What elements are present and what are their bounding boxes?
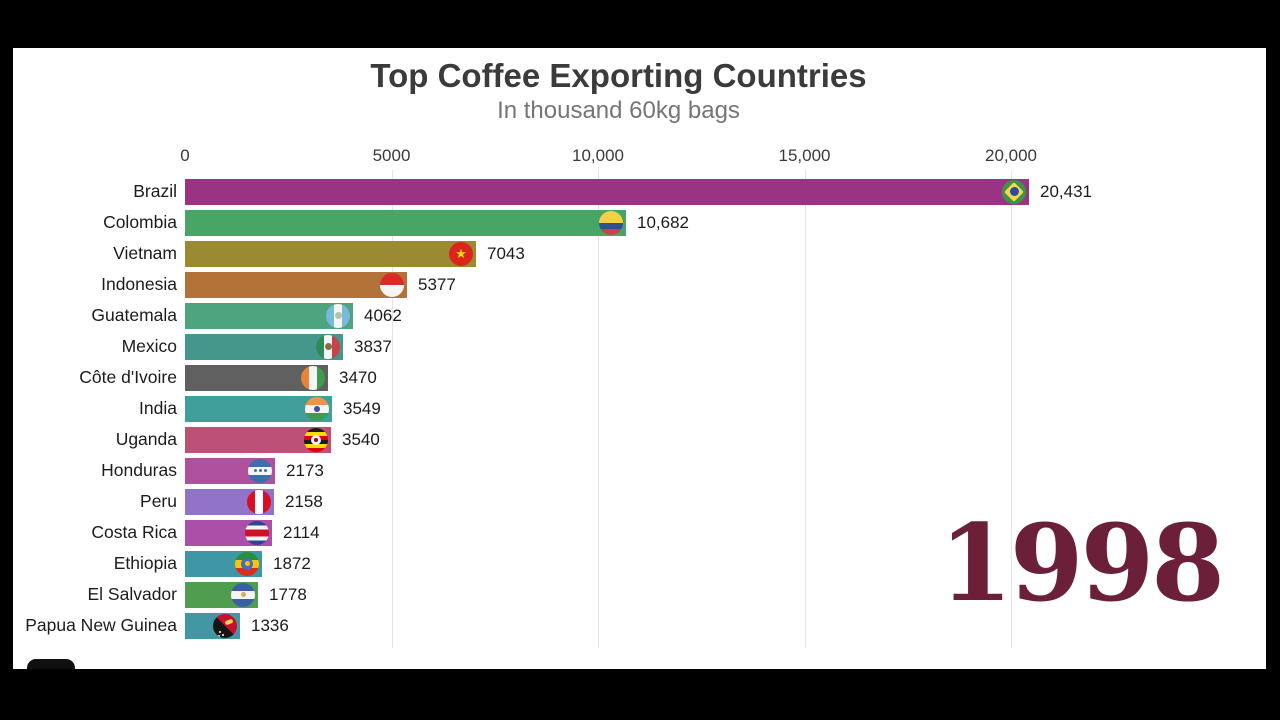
country-label: Mexico [121,336,177,356]
country-label: Peru [140,491,177,511]
chart-subtitle: In thousand 60kg bags [497,97,740,124]
country-label: El Salvador [87,584,178,604]
country-label: Guatemala [91,305,177,325]
bar [185,550,262,577]
bar [185,271,407,298]
brazil-flag-icon [1002,179,1026,204]
value-label: 3549 [343,399,381,418]
watermark-corner [27,659,75,669]
bar-row: Guatemala 4062 [13,300,1266,331]
country-label: Uganda [115,429,177,449]
bar-row: Brazil 20,431 [13,176,1266,207]
gridline [391,170,393,648]
bar [185,581,258,608]
country-label: Côte d'Ivoire [79,367,177,387]
bar [185,209,626,236]
value-label: 2173 [286,461,324,480]
honduras-flag-icon [248,458,272,483]
value-label: 3540 [342,430,380,449]
value-label: 5377 [418,275,456,294]
bar [185,488,274,515]
country-label: Indonesia [101,274,177,294]
country-label: Papua New Guinea [25,615,177,635]
country-label: India [139,398,177,418]
bar [185,302,353,329]
indonesia-flag-icon [380,272,404,297]
country-label: Vietnam [113,243,177,263]
guatemala-flag-icon [326,303,350,328]
value-label: 3837 [354,337,392,356]
chart-title: Top Coffee Exporting Countries [370,57,867,94]
value-label: 2114 [283,523,320,542]
country-label: Costa Rica [91,522,177,542]
x-axis-tick-label: 15,000 [778,146,831,165]
bar [185,333,343,360]
bar-row: El Salvador 1778 [13,579,1266,610]
value-label: 20,431 [1040,182,1092,201]
colombia-flag-icon [599,210,623,235]
peru-flag-icon [247,489,271,514]
country-label: Honduras [101,460,177,480]
bar [185,426,331,453]
value-label: 1778 [269,585,307,604]
bar [185,364,328,391]
bar-row: Vietnam 7043 [13,238,1266,269]
value-label: 1336 [251,616,289,635]
el-salvador-flag-icon [231,582,255,607]
bar [185,178,1029,205]
x-axis-tick-label: 0 [180,146,190,165]
bar-row: Costa Rica 2114 [13,517,1266,548]
ethiopia-flag-icon [235,551,259,576]
vietnam-flag-icon [449,241,473,266]
bar-row: Uganda 3540 [13,424,1266,455]
papua-new-guinea-flag-icon [213,613,237,638]
cote-divoire-flag-icon [301,365,325,390]
year-label: 1998 [938,500,1225,625]
x-axis-tick-label: 10,000 [572,146,624,165]
bar-row: Côte d'Ivoire 3470 [13,362,1266,393]
bar-row: Honduras 2173 [13,455,1266,486]
country-label: Ethiopia [113,553,177,573]
bar [185,519,272,546]
value-label: 1872 [273,554,311,573]
x-axis-tick-label: 20,000 [985,146,1037,165]
bar [185,457,275,484]
gridline [1011,170,1012,648]
bar-row: India 3549 [13,393,1266,424]
bar-row: Ethiopia 1872 [13,548,1266,579]
bar [185,240,476,267]
x-axis: 0 5000 10,000 15,000 20,000 [13,146,1266,168]
bar-row: Papua New Guinea 1336 [13,610,1266,641]
bar-row: Mexico 3837 [13,331,1266,362]
gridline [804,170,806,648]
gridline [598,170,599,648]
india-flag-icon [305,396,329,421]
bar-row: Indonesia 5377 [13,269,1266,300]
value-label: 2158 [285,492,323,511]
value-label: 3470 [339,368,377,387]
value-label: 7043 [487,244,525,263]
bar [185,612,240,639]
value-label: 10,682 [637,213,689,232]
bar [185,395,332,422]
bar-row: Peru 2158 [13,486,1266,517]
bar-row: Colombia 10,682 [13,207,1266,238]
chart-header: Top Coffee Exporting Countries In thousa… [13,48,1245,125]
country-label: Colombia [103,212,177,232]
uganda-flag-icon [304,427,328,452]
country-label: Brazil [133,181,177,201]
mexico-flag-icon [316,334,340,359]
x-axis-tick-label: 5000 [372,146,411,165]
value-label: 4062 [364,306,402,325]
costa-rica-flag-icon [245,520,269,545]
chart-canvas: Top Coffee Exporting Countries In thousa… [13,48,1266,669]
